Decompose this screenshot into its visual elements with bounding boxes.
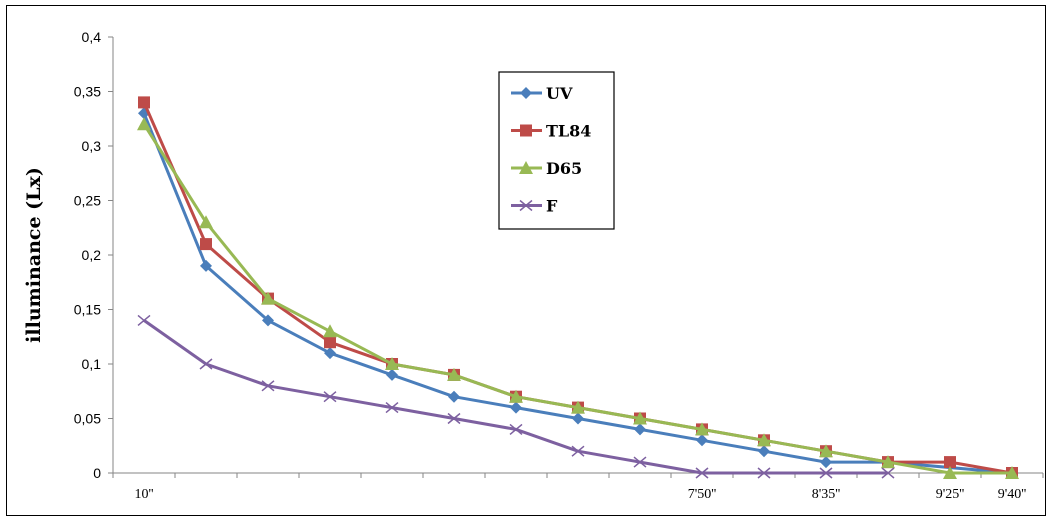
y-tick-label: 0,25 — [74, 193, 101, 209]
legend-marker-uv — [520, 87, 532, 99]
data-point-uv — [200, 259, 212, 272]
data-point-uv — [634, 423, 646, 436]
data-point-d65 — [695, 422, 709, 436]
x-tick-label: 10'' — [134, 487, 153, 502]
y-axis-label: illuminance (Lx) — [23, 167, 45, 343]
legend-label: D65 — [546, 159, 582, 178]
x-tick-label: 9'40'' — [998, 487, 1027, 502]
legend-marker-d65 — [519, 161, 533, 174]
data-point-d65 — [633, 411, 647, 425]
data-point-f — [571, 445, 585, 457]
data-point-f — [819, 467, 833, 479]
data-point-d65 — [1005, 466, 1019, 479]
legend-item-tl84: TL84 — [511, 122, 591, 141]
data-point-d65 — [137, 117, 151, 131]
data-point-f — [633, 456, 647, 468]
legend-item-uv: UV — [511, 84, 573, 103]
y-tick-label: 0,4 — [82, 29, 102, 45]
series-uv — [138, 107, 1018, 479]
legend-label: UV — [546, 84, 573, 103]
data-point-d65 — [323, 324, 337, 338]
data-point-uv — [386, 368, 398, 381]
data-point-tl84 — [944, 456, 956, 469]
y-tick-label: 0,35 — [74, 84, 101, 100]
x-tick-label: 9'25'' — [936, 487, 965, 502]
legend-marker-f — [519, 199, 533, 212]
legend-box — [498, 71, 615, 230]
legend-item-d65: D65 — [511, 159, 582, 178]
data-point-f — [137, 314, 151, 326]
data-point-d65 — [509, 389, 523, 403]
data-point-uv — [448, 390, 460, 403]
data-point-uv — [572, 412, 584, 425]
y-axis-ticks: 0 0,05 0,1 0,15 0,2 0,25 0,3 0,35 0,4 — [74, 29, 113, 481]
data-point-f — [385, 402, 399, 414]
data-point-d65 — [943, 466, 957, 479]
series-f — [137, 314, 895, 479]
data-point-uv — [758, 445, 770, 458]
y-tick-label: 0,2 — [82, 247, 102, 263]
data-point-d65 — [261, 291, 275, 305]
x-tick-label: 8'35'' — [812, 487, 841, 502]
data-point-uv — [324, 347, 336, 360]
data-point-tl84 — [138, 96, 150, 109]
data-point-d65 — [881, 455, 895, 469]
y-tick-label: 0,05 — [74, 411, 101, 427]
legend-label: TL84 — [546, 122, 591, 141]
data-point-uv — [820, 456, 832, 469]
data-point-d65 — [199, 215, 213, 229]
data-point-d65 — [819, 444, 833, 458]
legend-marker-tl84 — [520, 124, 532, 137]
data-point-tl84 — [324, 336, 336, 349]
data-point-d65 — [571, 400, 585, 414]
data-point-f — [447, 412, 461, 425]
legend-label: F — [546, 197, 558, 216]
data-point-uv — [696, 434, 708, 447]
y-tick-label: 0 — [93, 465, 101, 481]
data-point-f — [695, 467, 709, 479]
series-d65 — [137, 117, 1019, 479]
data-point-f — [509, 423, 523, 435]
y-tick-label: 0,3 — [82, 138, 102, 154]
data-point-d65 — [385, 357, 399, 370]
series-line-uv — [142, 112, 1013, 475]
data-point-uv — [262, 314, 274, 327]
data-point-d65 — [757, 433, 771, 447]
data-point-f — [199, 358, 213, 370]
data-point-tl84 — [200, 238, 212, 251]
data-point-f — [261, 380, 275, 392]
legend-item-f: F — [511, 197, 558, 216]
series-layer — [137, 96, 1019, 479]
x-tick-label: 7'50'' — [688, 487, 717, 502]
data-point-d65 — [447, 367, 461, 381]
y-tick-label: 0,1 — [82, 356, 102, 372]
data-point-f — [323, 391, 337, 403]
legend: UV TL84 D65 F — [498, 71, 615, 230]
x-axis-ticks: 10'' 7'50'' 8'35'' 9'25'' 9'40'' — [112, 473, 1044, 502]
data-point-f — [757, 467, 771, 479]
data-point-f — [881, 467, 895, 479]
data-point-uv — [510, 401, 522, 414]
y-tick-label: 0,15 — [74, 302, 101, 318]
